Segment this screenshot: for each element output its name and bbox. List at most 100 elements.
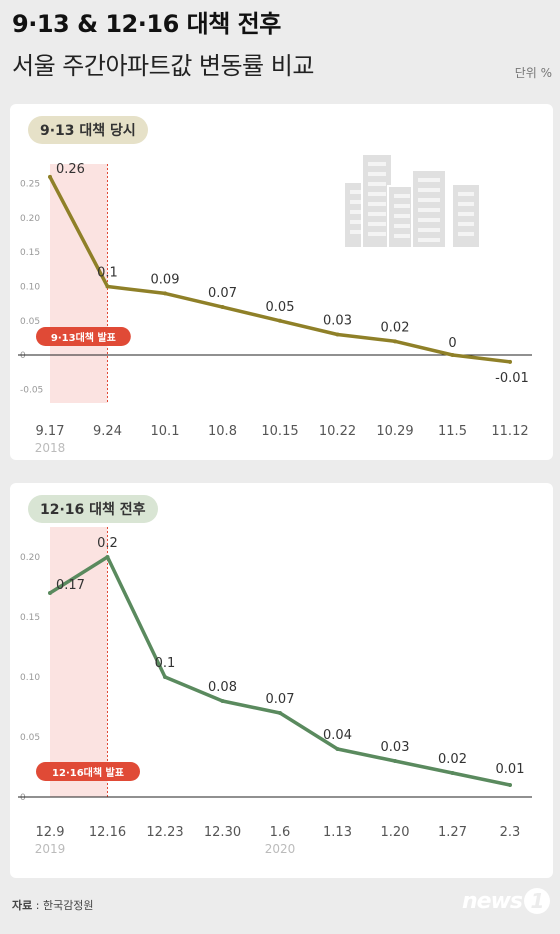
chart2-value-label: 0.02 — [438, 752, 467, 767]
chart1-xtick-label: 10.8 — [208, 424, 237, 439]
chart1-value-label: 0.07 — [208, 286, 237, 301]
chart2-marker-pill — [36, 762, 140, 781]
chart1-value-label: 0.09 — [151, 272, 180, 287]
chart1-point — [335, 332, 340, 337]
chart2-value-label: 0.2 — [97, 536, 118, 551]
chart2-marker-label: 12·16대책 발표 — [52, 766, 124, 779]
chart1-xtick-label: 10.1 — [151, 424, 180, 439]
chart2-series-line — [48, 555, 512, 787]
chart2-point — [335, 747, 340, 751]
chart1-marker-pill — [36, 327, 131, 346]
chart1-year-label: 2018 — [35, 441, 66, 455]
chart2-xtick-label: 1.6 — [270, 825, 291, 840]
chart2-point — [508, 783, 512, 787]
chart1-ytick-label: 0.10 — [20, 283, 40, 293]
chart1-xtick-label: 10.22 — [319, 424, 356, 439]
source-note: 자료 : 한국감정원 — [12, 897, 94, 913]
building-window-row — [368, 162, 386, 166]
chart2-ytick-label: 0.20 — [20, 553, 40, 563]
building-window-row — [418, 178, 440, 182]
chart2-point — [163, 675, 167, 679]
chart2-xtick-label: 1.27 — [438, 825, 467, 840]
chart-panel-2: 12·16 대책 전후 0.20 0.15 0.10 0.05 0 12·16대책 발표 0… — [10, 483, 553, 878]
building-window-row — [418, 228, 440, 232]
chart2-value-label: 0.03 — [381, 740, 410, 755]
chart2-point — [450, 771, 455, 775]
chart1-ytick-label: 0.20 — [20, 214, 40, 224]
building-window-row — [418, 188, 440, 192]
chart1-ytick-label: 0.05 — [20, 317, 40, 327]
source-label: 자료 — [12, 899, 33, 912]
chart2-value-label: 0.01 — [496, 762, 525, 777]
chart2-svg: 0.20 0.15 0.10 0.05 0 12·16대책 발표 0.17 0.2 0.1 0.0… — [18, 527, 532, 856]
chart1-point — [48, 174, 52, 179]
chart2-value-label: 0.1 — [155, 656, 176, 671]
chart1-ytick-label: 0.15 — [20, 248, 40, 258]
building-window-row — [394, 234, 410, 238]
building-window-row — [394, 204, 410, 208]
chart1-point — [220, 305, 225, 310]
building-window-row — [368, 222, 386, 226]
chart1-value-label: -0.01 — [495, 371, 529, 386]
source-value: : 한국감정원 — [32, 899, 94, 912]
chart1-point — [163, 291, 167, 296]
chart1-xtick-label: 9.24 — [93, 424, 122, 439]
building-window-row — [394, 224, 410, 228]
chart2-point — [278, 711, 282, 715]
building-window-row — [368, 192, 386, 196]
chart1-value-label: 0.05 — [266, 300, 295, 315]
building-window-row — [458, 222, 474, 226]
building-window-row — [368, 232, 386, 236]
building-window-row — [418, 238, 440, 242]
building-window-row — [368, 182, 386, 186]
chart1-ytick-label: 0.25 — [20, 180, 40, 190]
chart1-point — [105, 284, 110, 289]
building-window-row — [458, 232, 474, 236]
chart2-xtick-label: 12.16 — [89, 825, 126, 840]
chart2-value-label: 0.08 — [208, 680, 237, 695]
chart1-xtick-label: 11.12 — [491, 424, 528, 439]
building-window-row — [368, 202, 386, 206]
chart1-point — [393, 339, 397, 344]
title-line2: 서울 주간아파트값 변동률 비교 — [12, 52, 314, 80]
chart2-value-label: 0.04 — [323, 728, 352, 743]
building-window-row — [418, 218, 440, 222]
chart2-ytick-label: 0.10 — [20, 673, 40, 683]
building-window-row — [418, 208, 440, 212]
building-window-row — [458, 212, 474, 216]
chart2-xtick-label: 12.30 — [204, 825, 241, 840]
chart2-ytick-label: 0.15 — [20, 613, 40, 623]
chart1-value-label: 0.1 — [97, 266, 118, 281]
chart1-point — [508, 359, 512, 364]
chart1-xtick-label: 9.17 — [36, 424, 65, 439]
building-window-row — [368, 172, 386, 176]
chart2-point — [105, 555, 110, 559]
chart1-title: 9·13 대책 당시 — [28, 116, 148, 144]
chart1-value-label: 0 — [448, 336, 456, 351]
chart2-highlight-band — [50, 527, 108, 797]
building-window-row — [418, 198, 440, 202]
chart1-point — [450, 353, 455, 358]
chart2-point — [220, 699, 225, 703]
chart2-point — [393, 759, 397, 763]
chart2-xtick-label: 1.13 — [323, 825, 352, 840]
chart2-year-label: 2019 — [35, 842, 66, 856]
logo-text: news — [461, 889, 523, 914]
title-line1: 9·13 & 12·16 대책 전후 — [12, 10, 281, 38]
building-window-row — [458, 202, 474, 206]
news1-logo: news 1 — [462, 888, 550, 914]
chart2-value-label: 0.07 — [266, 692, 295, 707]
chart1-svg: 0.250.200.150.100.050-0.059·13대책 발표0.260… — [18, 153, 532, 455]
chart1-marker-label: 9·13대책 발표 — [51, 331, 116, 344]
chart1-xtick-label: 10.15 — [261, 424, 298, 439]
chart1-ytick-label: 0 — [20, 351, 26, 361]
chart1-point — [278, 318, 282, 323]
chart2-point — [48, 591, 52, 595]
chart2-xtick-label: 12.23 — [146, 825, 183, 840]
chart1-xtick-label: 11.5 — [438, 424, 467, 439]
chart2-title: 12·16 대책 전후 — [28, 495, 158, 523]
chart2-ytick-label: 0 — [20, 793, 26, 803]
building-window-row — [368, 212, 386, 216]
chart1-value-label: 0.26 — [56, 162, 85, 177]
chart2-value-label: 0.17 — [56, 578, 85, 593]
